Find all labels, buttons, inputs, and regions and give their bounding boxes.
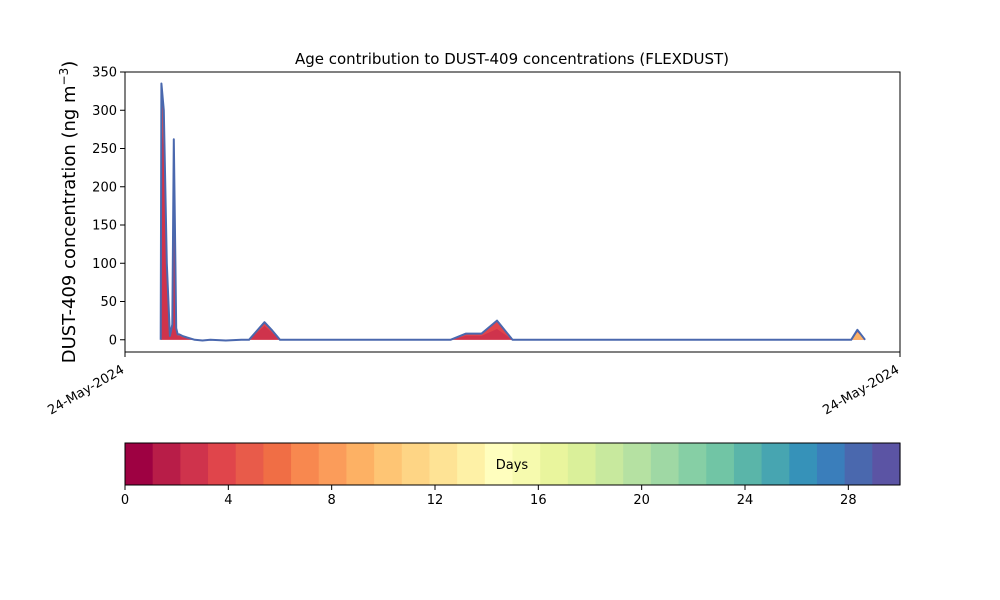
colorbar-swatch [152, 443, 181, 485]
colorbar-swatch [291, 443, 320, 485]
area-total [160, 83, 866, 341]
colorbar-swatch [484, 443, 514, 485]
colorbar-swatch [401, 443, 431, 485]
colorbar-tick-label: 8 [328, 493, 336, 508]
y-tick-label: 250 [92, 142, 117, 157]
y-tick-label: 50 [100, 295, 117, 310]
colorbar-swatch [595, 443, 624, 485]
plot-frame [124, 71, 901, 353]
y-tick-label: 100 [92, 257, 117, 272]
colorbar-swatch [872, 443, 901, 485]
colorbar-swatch [761, 443, 790, 485]
total-outline [159, 82, 866, 342]
colorbar-swatch [263, 443, 292, 485]
y-tick-label: 150 [92, 219, 117, 234]
area-young-days [160, 125, 528, 341]
series-layer [159, 82, 866, 342]
colorbar-axis: 0 4 8 12 16 20 24 28 [121, 485, 857, 508]
colorbar-frame [124, 442, 901, 486]
x-tick-label: 24-May-2024 [45, 362, 127, 418]
colorbar-swatch [789, 443, 818, 485]
colorbar-swatch [733, 443, 763, 485]
colorbar-swatch [235, 443, 264, 485]
colorbar-tick-label: 20 [633, 493, 650, 508]
colorbar-swatch [706, 443, 735, 485]
colorbar-swatch [540, 443, 569, 485]
colorbar-tick-label: 24 [737, 493, 754, 508]
colorbar-swatch [650, 443, 680, 485]
colorbar-tick-label: 4 [224, 493, 232, 508]
colorbar-swatch [623, 443, 652, 485]
colorbar-tick-label: 28 [840, 493, 857, 508]
x-tick-label: 24-May-2024 [820, 362, 902, 418]
colorbar-label: Days [496, 458, 529, 473]
colorbar-swatch [512, 443, 541, 485]
colorbar-swatch [180, 443, 209, 485]
colorbar-tick-label: 0 [121, 493, 129, 508]
svg-text:DUST-409 concentration (ng m−3: DUST-409 concentration (ng m−3) [57, 61, 80, 364]
y-tick-label: 200 [92, 180, 117, 195]
colorbar-swatch [318, 443, 348, 485]
y-tick-label: 0 [109, 333, 117, 348]
colorbar-swatch [429, 443, 458, 485]
colorbar-swatch [844, 443, 873, 485]
y-axis-label: DUST-409 concentration (ng m−3) [57, 61, 80, 364]
y-axis: 0 50 100 150 200 250 300 350 [92, 66, 125, 348]
y-tick-label: 300 [92, 104, 117, 119]
area-late-peak [851, 332, 866, 340]
colorbar-tick-label: 16 [530, 493, 547, 508]
y-axis-label-exponent: −3 [57, 68, 71, 86]
colorbar-swatch [816, 443, 846, 485]
colorbar-swatch [567, 443, 597, 485]
colorbar [124, 442, 901, 486]
colorbar-swatch [346, 443, 375, 485]
y-tick-label: 350 [92, 66, 117, 81]
x-axis: 24-May-2024 24-May-2024 [45, 352, 902, 418]
colorbar-swatch [457, 443, 486, 485]
colorbar-swatch [125, 443, 154, 485]
colorbar-swatch [374, 443, 403, 485]
colorbar-tick-label: 12 [427, 493, 444, 508]
y-axis-label-main: DUST-409 concentration (ng m [59, 85, 80, 363]
colorbar-swatch [208, 443, 237, 485]
y-axis-label-close: ) [59, 61, 80, 68]
chart-title: Age contribution to DUST-409 concentrati… [295, 50, 729, 68]
colorbar-swatch [678, 443, 707, 485]
